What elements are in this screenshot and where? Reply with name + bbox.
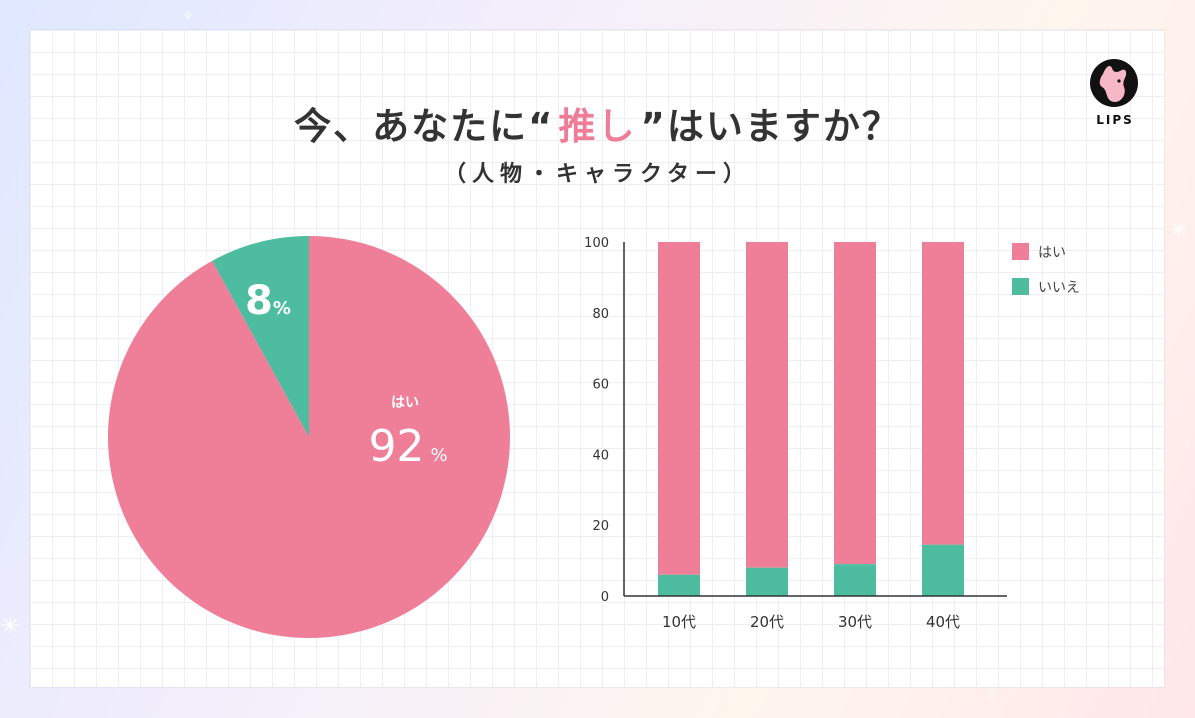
x-tick-label: 40代 [926, 613, 960, 631]
sparkle-icon: ✳ [1170, 218, 1189, 243]
bar-group [658, 242, 964, 596]
deer-logo-icon [1090, 59, 1138, 107]
y-tick-label: 100 [584, 236, 609, 251]
title-post: はいますか？ [666, 105, 901, 148]
title-highlight: 推し [555, 96, 641, 150]
bar-no-10代 [658, 574, 700, 596]
bar-yes-20代 [746, 242, 788, 568]
y-tick-label: 60 [592, 378, 609, 393]
title-open-quote: “ [528, 105, 555, 148]
pie-value-yes: 92% [368, 421, 447, 472]
title-pre: 今、あなたに [294, 105, 529, 148]
legend-swatch-yes [1012, 243, 1029, 260]
logo-text: LIPS [1096, 113, 1134, 127]
bar-no-30代 [834, 564, 876, 596]
sparkle-icon: ✳ [0, 612, 21, 640]
y-tick-label: 0 [601, 590, 609, 605]
bar-no-40代 [922, 544, 964, 596]
legend-swatch-no [1012, 278, 1029, 295]
pie-slice-no [212, 236, 309, 437]
pie-value-no: 8% [245, 278, 291, 324]
y-tick-label: 40 [592, 448, 609, 463]
bar-yes-30代 [834, 242, 876, 565]
page-title: 今、あなたに“ 推し ”はいますか？ [0, 96, 1195, 150]
pie-label-yes: はい [391, 395, 419, 411]
y-tick-label: 20 [592, 519, 609, 534]
bar-no-20代 [746, 567, 788, 596]
bar-yes-40代 [922, 242, 964, 545]
x-tick-label: 10代 [662, 613, 696, 631]
sparkle-icon: ✧ [182, 8, 194, 24]
x-axis-labels: 10代 20代 30代 40代 [662, 613, 960, 631]
page-subtitle: （人物・キャラクター） [443, 162, 752, 187]
sparkle-icon: ✧ [986, 688, 998, 704]
bar-yes-10代 [658, 242, 700, 575]
x-tick-label: 30代 [838, 613, 872, 631]
x-tick-label: 20代 [750, 613, 784, 631]
legend-label-yes: はい [1038, 245, 1066, 261]
y-tick-label: 80 [592, 307, 609, 322]
title-close-quote: ” [640, 105, 667, 148]
y-axis-ticks: 0 20 40 60 80 100 [584, 236, 609, 605]
legend-label-no: いいえ [1038, 280, 1080, 296]
